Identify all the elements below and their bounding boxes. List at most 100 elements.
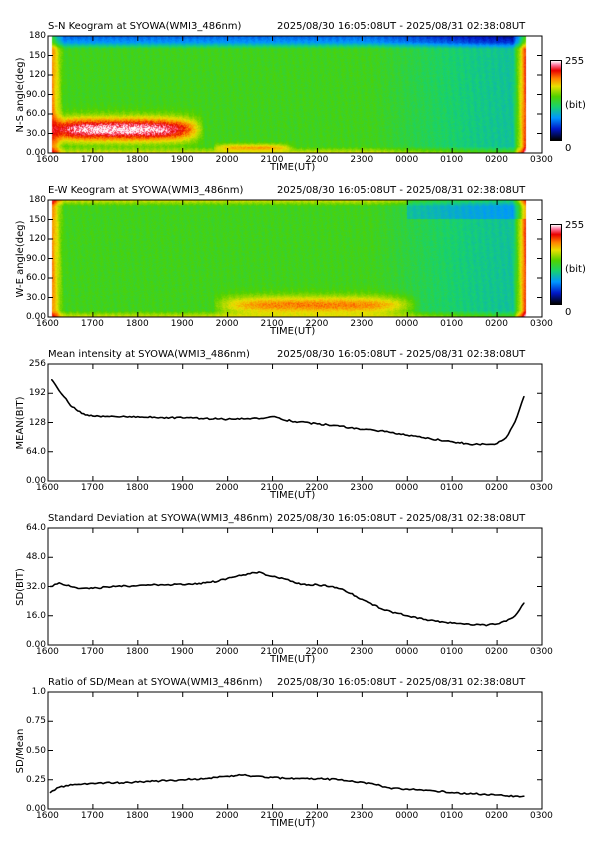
y-tick-label: 0.00 xyxy=(25,312,46,322)
y-tick-label: 48.0 xyxy=(25,552,46,563)
colorbar xyxy=(550,60,562,141)
x-tick-label: 1900 xyxy=(170,319,194,329)
data-point xyxy=(182,417,184,419)
x-tick-label: 2300 xyxy=(350,811,374,821)
data-point xyxy=(182,584,184,586)
data-point xyxy=(280,418,283,420)
data-point xyxy=(271,776,274,779)
y-tick-label: 16.0 xyxy=(25,610,46,621)
data-point xyxy=(285,578,287,580)
x-tick-label: 1700 xyxy=(80,483,104,493)
x-tick-label: 0100 xyxy=(440,155,464,165)
x-tick-label: 1600 xyxy=(36,811,59,821)
x-tick-label: 1700 xyxy=(80,811,104,821)
data-point xyxy=(69,585,72,588)
y-tick-label: 120 xyxy=(28,234,46,244)
data-point xyxy=(451,441,453,443)
data-point xyxy=(65,785,67,787)
data-point xyxy=(465,442,467,445)
series-line xyxy=(50,379,525,446)
x-tick-label: 2000 xyxy=(215,647,239,657)
keogram-image xyxy=(48,36,542,153)
x-tick-label: 0100 xyxy=(440,319,464,329)
data-point xyxy=(204,582,206,584)
data-point xyxy=(92,782,94,784)
data-point xyxy=(514,795,516,797)
y-tick-label: 30.0 xyxy=(25,128,46,139)
data-point xyxy=(267,574,269,577)
data-point xyxy=(137,415,139,418)
y-tick-label: 0.00 xyxy=(25,148,46,158)
x-tick-label: 2100 xyxy=(260,483,284,493)
data-point xyxy=(276,576,278,578)
data-point xyxy=(307,584,310,586)
x-tick-label: 2200 xyxy=(305,155,329,165)
x-axis-label: TIME(UT) xyxy=(270,490,316,501)
colorbar-unit-label: (bit) xyxy=(565,100,586,111)
chart-title: Standard Deviation at SYOWA(WMI3_486nm) xyxy=(48,513,273,524)
data-point xyxy=(92,587,94,589)
x-tick-label: 1600 xyxy=(36,647,59,657)
data-point xyxy=(339,779,341,781)
y-tick-label: 60.0 xyxy=(25,109,46,119)
x-tick-label: 1600 xyxy=(36,155,59,165)
data-point xyxy=(496,794,498,796)
data-point xyxy=(384,431,386,433)
x-tick-label: 2000 xyxy=(215,155,239,165)
time-range-label: 2025/08/30 16:05:08UT - 2025/08/31 02:38… xyxy=(277,513,526,524)
data-point xyxy=(218,580,220,582)
y-tick-label: 0.00 xyxy=(25,640,46,650)
x-tick-label: 2300 xyxy=(350,483,374,493)
data-point xyxy=(253,775,256,777)
data-point xyxy=(505,620,507,622)
data-point xyxy=(523,395,525,398)
x-tick-label: 2100 xyxy=(260,811,284,821)
x-tick-label: 1800 xyxy=(125,647,149,657)
y-tick-label: 90.0 xyxy=(25,89,46,100)
x-tick-label: 1900 xyxy=(170,811,194,821)
x-tick-label: 2100 xyxy=(260,155,284,165)
x-tick-label: 0300 xyxy=(530,319,553,329)
data-point xyxy=(49,792,51,794)
colorbar-unit-label: (bit) xyxy=(565,264,586,275)
y-tick-label: 0.00 xyxy=(25,476,46,486)
colorbar-min-label: 0 xyxy=(565,307,572,318)
data-point xyxy=(406,788,408,790)
x-axis-label: TIME(UT) xyxy=(270,818,316,829)
data-point xyxy=(406,434,408,436)
y-tick-label: 90.0 xyxy=(25,253,46,264)
data-point xyxy=(487,443,489,446)
data-point xyxy=(159,780,161,782)
y-tick-label: 180 xyxy=(28,195,46,205)
x-tick-label: 2300 xyxy=(350,647,374,657)
data-point xyxy=(496,442,498,445)
x-tick-label: 0100 xyxy=(440,811,464,821)
x-tick-label: 2000 xyxy=(215,483,239,493)
y-tick-label: 128 xyxy=(28,417,46,428)
data-point xyxy=(361,428,363,430)
y-tick-label: 1.0 xyxy=(31,687,46,697)
colorbar-min-label: 0 xyxy=(565,143,572,154)
x-tick-label: 0300 xyxy=(530,155,553,165)
x-tick-label: 0000 xyxy=(395,811,419,821)
data-point xyxy=(361,781,363,783)
keogram-image xyxy=(48,200,542,317)
x-tick-label: 0100 xyxy=(440,647,464,657)
data-point xyxy=(429,789,431,791)
time-range-label: 2025/08/30 16:05:08UT - 2025/08/31 02:38… xyxy=(277,349,526,360)
data-point xyxy=(429,437,431,440)
x-tick-label: 0200 xyxy=(485,647,508,657)
x-tick-label: 1800 xyxy=(125,811,149,821)
data-point xyxy=(114,415,116,418)
x-tick-label: 0200 xyxy=(485,483,508,493)
x-tick-label: 2300 xyxy=(350,319,374,329)
data-point xyxy=(258,571,260,573)
data-point xyxy=(81,412,83,414)
data-point xyxy=(50,378,53,381)
data-point xyxy=(137,584,139,587)
